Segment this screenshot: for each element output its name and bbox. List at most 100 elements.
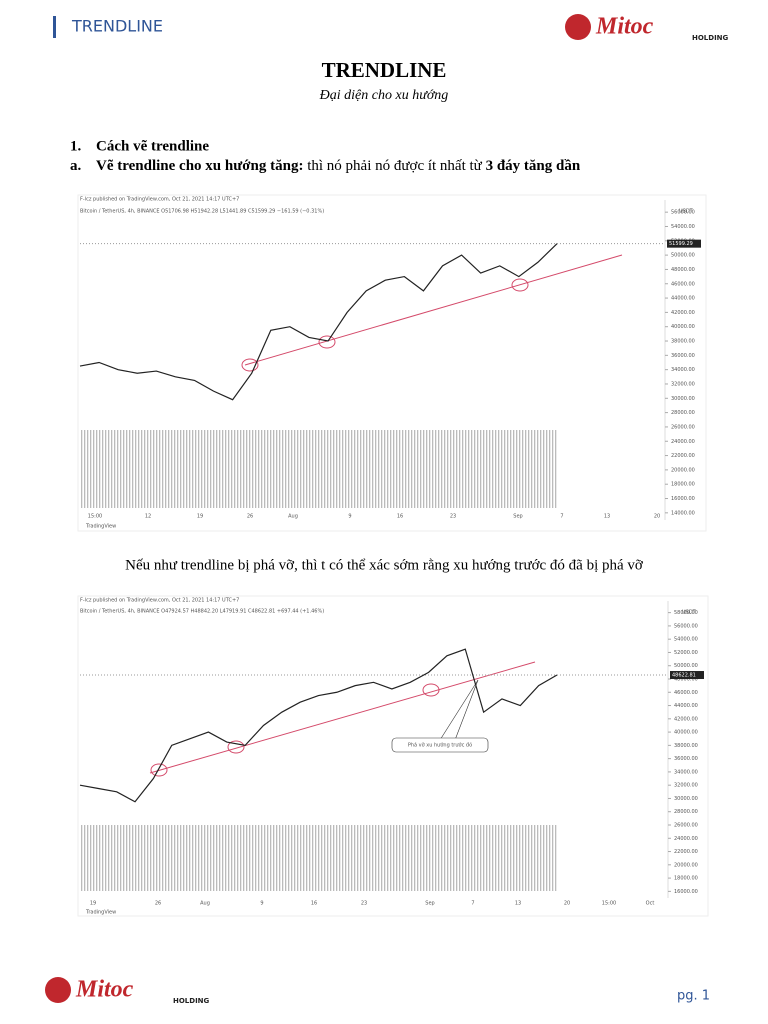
y-tick-label: 56000.00 xyxy=(674,623,698,629)
brand: TradingView xyxy=(85,524,116,530)
x-tick-label: 16 xyxy=(397,514,403,520)
heading-number: 1. xyxy=(70,138,82,154)
x-tick-label: Aug xyxy=(200,901,210,907)
y-tick-label: 22000.00 xyxy=(671,453,695,459)
x-tick-label: Oct xyxy=(646,901,655,907)
y-tick-label: 44000.00 xyxy=(671,296,695,302)
touch xyxy=(422,683,440,697)
chart-image: F-lcz published on TradingView.com, Oct … xyxy=(77,194,707,532)
y-tick-label: 32000.00 xyxy=(674,783,698,789)
x-tick-label: 26 xyxy=(155,901,161,907)
volume xyxy=(80,825,558,891)
x-tick-label: 13 xyxy=(604,514,610,520)
touch xyxy=(511,278,529,292)
pointer xyxy=(454,679,479,741)
price-tag xyxy=(667,239,701,248)
y-tick-label: 50000.00 xyxy=(674,663,698,669)
y-tick-label: 58000.00 xyxy=(674,610,698,616)
trendline xyxy=(244,254,623,366)
y-tick-label: 22000.00 xyxy=(674,849,698,855)
x-tick-label: 26 xyxy=(247,514,253,520)
touch xyxy=(241,358,259,372)
y-tick-label: 18000.00 xyxy=(671,482,695,488)
x-tick-label: 23 xyxy=(361,901,367,907)
item-text: thì nó phải nó được ít nhất từ xyxy=(303,158,485,174)
y-tick-label: 36000.00 xyxy=(671,353,695,359)
header-bar xyxy=(53,16,56,38)
y-tick-label: 32000.00 xyxy=(671,381,695,387)
x-tick-label: 20 xyxy=(564,901,570,907)
y-tick-label: 16000.00 xyxy=(671,496,695,502)
caption: Nếu như trendline bị phá vỡ, thì t có th… xyxy=(125,557,644,573)
published: F-lcz published on TradingView.com, Oct … xyxy=(80,197,239,203)
logo-sub: HOLDING xyxy=(692,34,729,42)
heading: Cách vẽ trendline xyxy=(96,138,209,154)
y-tick-label: 30000.00 xyxy=(674,796,698,802)
y-tick-label: 28000.00 xyxy=(674,809,698,815)
pointer xyxy=(439,679,479,741)
y-tick-label: 48000.00 xyxy=(674,677,698,683)
price-tag-label: 48622.81 xyxy=(672,673,696,679)
volume xyxy=(80,430,558,508)
x-tick-label: 15:00 xyxy=(88,514,102,520)
page-number: pg. 1 xyxy=(677,989,710,1004)
y-tick-label: 46000.00 xyxy=(674,690,698,696)
footer-logo-sub: HOLDING xyxy=(173,997,210,1005)
y-tick-label: 20000.00 xyxy=(671,467,695,473)
x-tick-label: Sep xyxy=(425,901,434,907)
y-tick-label: 38000.00 xyxy=(674,743,698,749)
y-tick-label: 14000.00 xyxy=(671,510,695,516)
footer-logo: Mitoc xyxy=(75,977,134,1003)
item-bold2: 3 đáy tăng dần xyxy=(486,158,581,174)
unit: USDT xyxy=(679,209,694,215)
x-tick-label: 16 xyxy=(311,901,317,907)
x-tick-label: 12 xyxy=(145,514,151,520)
y-tick-label: 24000.00 xyxy=(671,439,695,445)
y-tick-label: 16000.00 xyxy=(674,889,698,895)
x-tick-label: 23 xyxy=(450,514,456,520)
x-tick-label: 9 xyxy=(348,514,351,520)
logo-icon xyxy=(565,14,591,40)
x-tick-label: 19 xyxy=(90,901,96,907)
x-tick-label: 13 xyxy=(515,901,521,907)
brand: TradingView xyxy=(85,910,116,916)
price-series xyxy=(79,243,558,401)
touch xyxy=(227,740,245,754)
annotation-box xyxy=(391,737,489,753)
y-tick-label: 48000.00 xyxy=(671,267,695,273)
y-tick-label: 38000.00 xyxy=(671,339,695,345)
y-tick-label: 36000.00 xyxy=(674,756,698,762)
item: a. Vẽ trendline cho xu hướng tăng: thì nó… xyxy=(70,158,581,174)
y-tick-label: 56000.00 xyxy=(671,210,695,216)
symbol: Bitcoin / TetherUS, 4h, BINANCE O47924.5… xyxy=(80,609,324,615)
y-tick-label: 40000.00 xyxy=(671,324,695,330)
x-tick-label: 19 xyxy=(197,514,203,520)
x-tick-label: 7 xyxy=(560,514,563,520)
y-tick-label: 52000.00 xyxy=(674,650,698,656)
item-letter: a. xyxy=(70,158,82,174)
y-tick-label: 50000.00 xyxy=(671,253,695,259)
y-tick-label: 40000.00 xyxy=(674,730,698,736)
y-tick-label: 18000.00 xyxy=(674,876,698,882)
price-series xyxy=(79,648,558,803)
unit: USDT xyxy=(682,610,697,616)
y-tick-label: 26000.00 xyxy=(671,424,695,430)
y-tick-label: 28000.00 xyxy=(671,410,695,416)
title: TRENDLINE xyxy=(322,58,447,82)
annotation: Phá vỡ xu hướng trước đó xyxy=(408,742,472,749)
subtitle: Đại diện cho xu hướng xyxy=(319,88,449,103)
item-bold: Vẽ trendline cho xu hướng tăng: xyxy=(96,158,303,174)
x-tick-label: Sep xyxy=(513,514,522,520)
logo: Mitoc xyxy=(595,14,654,40)
published: F-lcz published on TradingView.com, Oct … xyxy=(80,598,239,604)
x-tick-label: 7 xyxy=(471,901,474,907)
footer-logo-icon xyxy=(45,977,71,1003)
y-tick-label: 42000.00 xyxy=(674,716,698,722)
y-tick-label: 54000.00 xyxy=(674,637,698,643)
y-tick-label: 42000.00 xyxy=(671,310,695,316)
x-tick-label: Aug xyxy=(288,514,298,520)
y-tick-label: 34000.00 xyxy=(671,367,695,373)
y-tick-label: 24000.00 xyxy=(674,836,698,842)
y-tick-label: 20000.00 xyxy=(674,862,698,868)
